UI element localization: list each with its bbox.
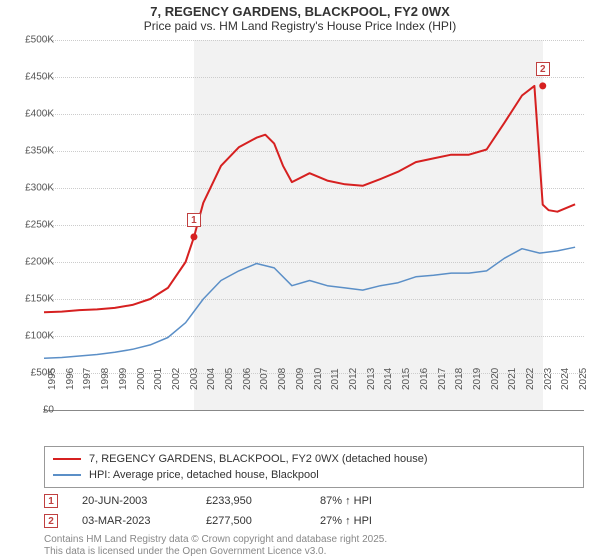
x-tick-label: 1999	[118, 368, 129, 390]
x-tick-label: 2000	[136, 368, 147, 390]
annotation-price: £277,500	[206, 515, 296, 527]
annotation-price: £233,950	[206, 495, 296, 507]
chart-title: 7, REGENCY GARDENS, BLACKPOOL, FY2 0WX	[0, 4, 600, 19]
x-tick-label: 2024	[560, 368, 571, 390]
annotation-marker: 2	[44, 514, 58, 528]
y-tick-label: £100K	[14, 331, 54, 342]
y-tick-label: £350K	[14, 146, 54, 157]
y-tick-label: £250K	[14, 220, 54, 231]
x-tick-label: 2015	[401, 368, 412, 390]
x-tick-label: 2012	[348, 368, 359, 390]
annotation-date: 03-MAR-2023	[82, 515, 182, 527]
legend-swatch	[53, 474, 81, 476]
marker-box-1: 1	[187, 213, 201, 227]
x-tick-label: 2004	[206, 368, 217, 390]
x-tick-label: 1996	[65, 368, 76, 390]
x-tick-label: 2018	[454, 368, 465, 390]
chart-plot-area: 12	[44, 40, 584, 410]
x-tick-label: 2013	[366, 368, 377, 390]
marker-box-2: 2	[536, 62, 550, 76]
annotation-marker: 1	[44, 494, 58, 508]
x-tick-label: 2021	[507, 368, 518, 390]
footer-attribution: Contains HM Land Registry data © Crown c…	[44, 534, 387, 558]
y-tick-label: £500K	[14, 35, 54, 46]
annotation-date: 20-JUN-2003	[82, 495, 182, 507]
y-tick-label: £0	[14, 405, 54, 416]
x-tick-label: 2007	[259, 368, 270, 390]
line-series	[44, 40, 584, 410]
footer-line-1: Contains HM Land Registry data © Crown c…	[44, 534, 387, 546]
y-tick-label: £450K	[14, 72, 54, 83]
annotation-pct: 27% ↑ HPI	[320, 515, 420, 527]
x-tick-label: 1995	[47, 368, 58, 390]
legend-label: 7, REGENCY GARDENS, BLACKPOOL, FY2 0WX (…	[89, 453, 428, 465]
x-axis-line	[44, 410, 584, 411]
legend-label: HPI: Average price, detached house, Blac…	[89, 469, 319, 481]
x-tick-label: 2017	[437, 368, 448, 390]
legend-row: 7, REGENCY GARDENS, BLACKPOOL, FY2 0WX (…	[53, 451, 575, 467]
legend-row: HPI: Average price, detached house, Blac…	[53, 467, 575, 483]
x-tick-label: 2009	[295, 368, 306, 390]
x-tick-label: 2008	[277, 368, 288, 390]
x-tick-label: 2014	[383, 368, 394, 390]
legend-swatch	[53, 458, 81, 460]
x-tick-label: 2022	[525, 368, 536, 390]
x-tick-label: 1998	[100, 368, 111, 390]
series-hpi	[44, 247, 575, 358]
marker-dot-2	[539, 82, 546, 89]
legend-box: 7, REGENCY GARDENS, BLACKPOOL, FY2 0WX (…	[44, 446, 584, 488]
x-tick-label: 2005	[224, 368, 235, 390]
marker-dot-1	[190, 233, 197, 240]
x-tick-label: 2001	[153, 368, 164, 390]
chart-subtitle: Price paid vs. HM Land Registry's House …	[0, 19, 600, 33]
annotation-row: 1 20-JUN-2003 £233,950 87% ↑ HPI	[44, 492, 584, 510]
annotation-table: 1 20-JUN-2003 £233,950 87% ↑ HPI 2 03-MAR-202…	[44, 490, 584, 532]
annotation-pct: 87% ↑ HPI	[320, 495, 420, 507]
x-tick-label: 2002	[171, 368, 182, 390]
x-tick-label: 2010	[313, 368, 324, 390]
x-tick-label: 2016	[419, 368, 430, 390]
series-price_paid	[44, 86, 575, 312]
chart-header: 7, REGENCY GARDENS, BLACKPOOL, FY2 0WX P…	[0, 0, 600, 35]
x-tick-label: 2020	[490, 368, 501, 390]
y-tick-label: £400K	[14, 109, 54, 120]
x-tick-label: 2006	[242, 368, 253, 390]
y-tick-label: £300K	[14, 183, 54, 194]
x-tick-label: 2011	[330, 368, 341, 390]
y-tick-label: £150K	[14, 294, 54, 305]
footer-line-2: This data is licensed under the Open Gov…	[44, 546, 387, 558]
x-tick-label: 2003	[189, 368, 200, 390]
x-tick-label: 2025	[578, 368, 589, 390]
y-tick-label: £200K	[14, 257, 54, 268]
x-tick-label: 2019	[472, 368, 483, 390]
x-tick-label: 1997	[82, 368, 93, 390]
annotation-row: 2 03-MAR-2023 £277,500 27% ↑ HPI	[44, 512, 584, 530]
x-tick-label: 2023	[543, 368, 554, 390]
